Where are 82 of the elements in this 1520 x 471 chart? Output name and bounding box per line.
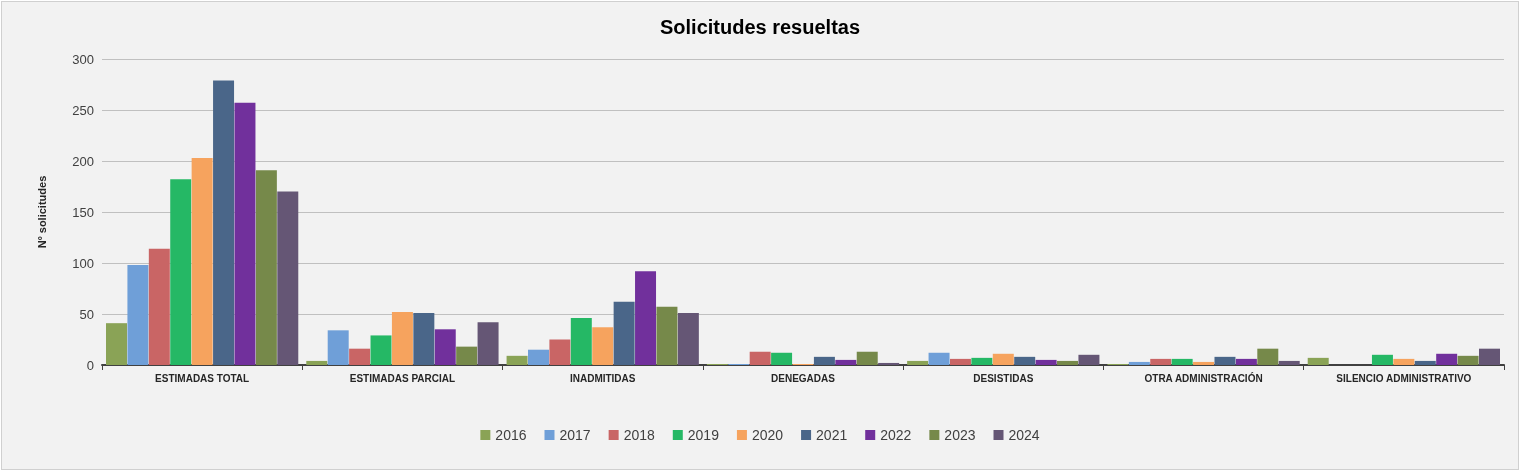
bar xyxy=(306,360,328,365)
bar xyxy=(1479,348,1500,365)
bar xyxy=(1128,361,1150,365)
bar xyxy=(813,356,835,365)
legend-label: 2021 xyxy=(816,427,848,443)
bar xyxy=(613,301,635,365)
bar xyxy=(1214,356,1236,365)
bar xyxy=(527,349,549,365)
bar xyxy=(370,335,392,365)
bar xyxy=(413,312,435,365)
bar xyxy=(391,311,413,365)
bar xyxy=(907,360,929,365)
y-tick-label: 250 xyxy=(72,102,94,118)
bar xyxy=(1235,358,1257,365)
bar xyxy=(835,359,857,365)
legend-label: 2020 xyxy=(751,427,784,443)
y-tick-label: 200 xyxy=(72,153,94,169)
bar xyxy=(1257,348,1279,365)
bar xyxy=(992,353,1014,365)
legend-label: 2024 xyxy=(1008,427,1040,443)
bar xyxy=(1278,360,1300,365)
bar xyxy=(477,322,499,365)
bar xyxy=(771,352,793,365)
y-tick-label: 150 xyxy=(72,204,94,220)
bar xyxy=(1393,358,1415,365)
bar xyxy=(949,358,971,365)
bar xyxy=(213,80,235,365)
bar xyxy=(170,179,192,365)
chart-title: Solicitudes resueltas xyxy=(659,16,861,38)
bar xyxy=(1307,357,1329,365)
bar xyxy=(1371,354,1393,365)
bar xyxy=(191,157,213,365)
bar xyxy=(1014,356,1036,365)
bar xyxy=(1436,353,1458,365)
legend-label: 2018 xyxy=(623,427,655,443)
bar xyxy=(148,248,170,365)
bar xyxy=(234,102,256,365)
y-tick-label: 100 xyxy=(72,255,94,271)
bar xyxy=(878,362,900,365)
bar xyxy=(1171,358,1193,365)
bar xyxy=(749,351,771,365)
x-tick-label: SILENCIO ADMINISTRATIVO xyxy=(1336,372,1472,384)
bar xyxy=(592,327,614,365)
bar xyxy=(570,318,592,365)
bar xyxy=(1035,359,1057,365)
legend-label: 2019 xyxy=(687,427,720,443)
bar xyxy=(277,191,299,365)
bar xyxy=(1078,354,1100,365)
bar xyxy=(255,170,277,365)
legend-label: 2022 xyxy=(880,427,912,443)
bar xyxy=(856,351,878,365)
bar xyxy=(1150,358,1172,365)
bar xyxy=(635,271,657,365)
bar xyxy=(1193,361,1215,365)
bar xyxy=(928,352,950,365)
bar xyxy=(677,312,699,365)
y-tick-label: 50 xyxy=(79,306,94,322)
bar xyxy=(434,329,456,365)
bar xyxy=(549,339,571,365)
bar xyxy=(1414,360,1436,365)
bar xyxy=(656,306,678,365)
bar xyxy=(127,265,149,365)
x-tick-label: DESISTIDAS xyxy=(973,372,1034,384)
x-tick-label: ESTIMADAS TOTAL xyxy=(155,372,250,384)
bar xyxy=(349,348,371,365)
x-tick-label: DENEGADAS xyxy=(771,372,836,384)
y-tick-label: 0 xyxy=(86,357,94,373)
y-axis-title: Nº solicitudes xyxy=(35,175,48,249)
bar xyxy=(971,357,993,365)
bar xyxy=(327,330,349,365)
x-tick-label: OTRA ADMINISTRACIÓN xyxy=(1144,371,1263,384)
legend-label: 2023 xyxy=(944,427,976,443)
bar xyxy=(506,355,528,365)
y-tick-label: 300 xyxy=(72,51,94,67)
bar xyxy=(1457,355,1479,365)
x-tick-label: INADMITIDAS xyxy=(569,372,636,384)
bar xyxy=(456,346,478,365)
legend-label: 2017 xyxy=(559,427,591,443)
x-tick-label: ESTIMADAS PARCIAL xyxy=(349,372,456,384)
bar xyxy=(106,323,127,365)
legend-label: 2016 xyxy=(495,427,527,443)
bar xyxy=(1057,360,1079,365)
